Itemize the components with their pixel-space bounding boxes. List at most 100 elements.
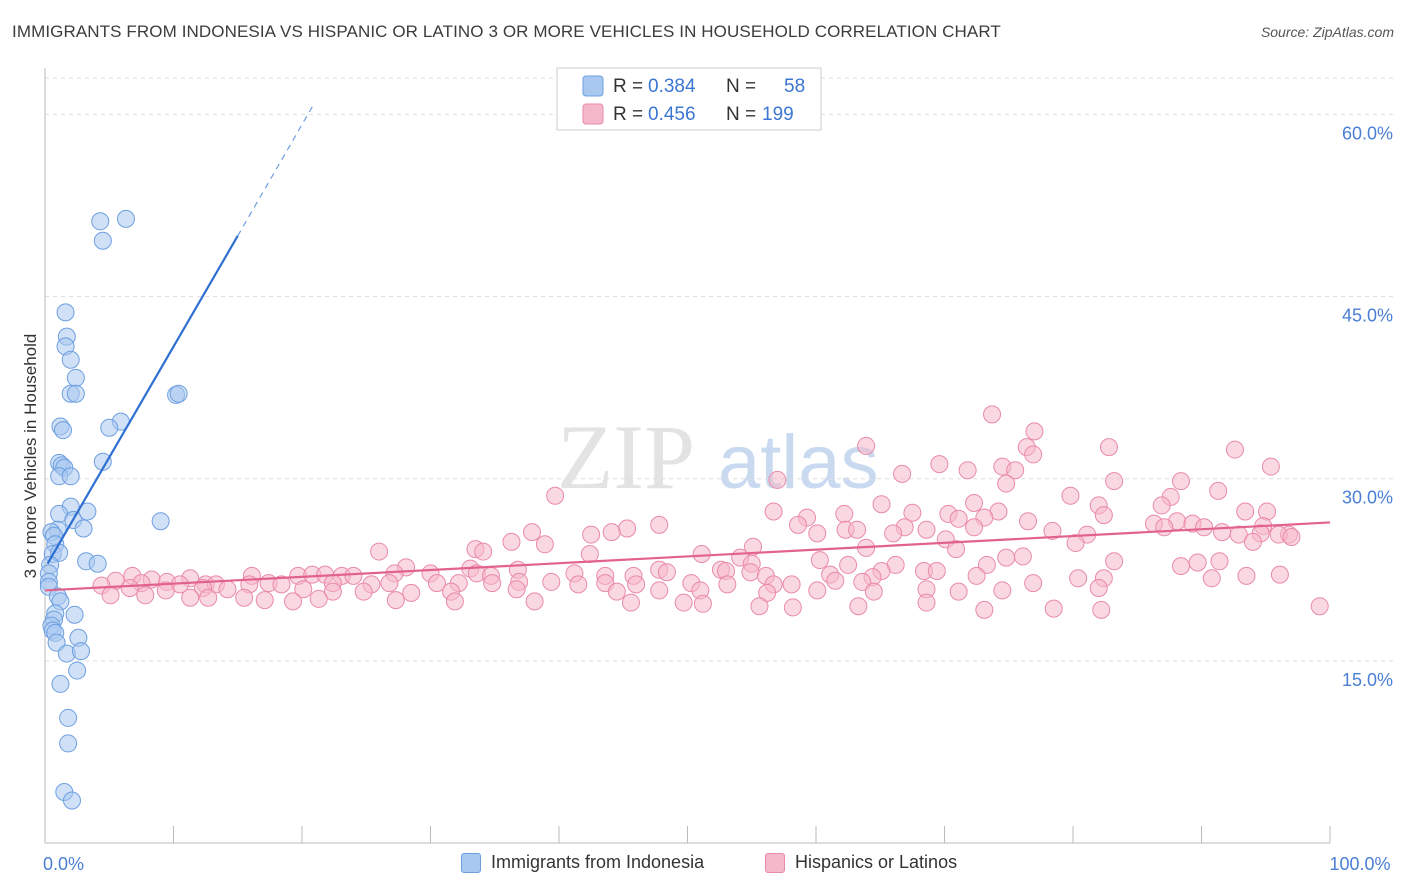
pink-point-18 xyxy=(1061,486,1080,505)
pink-point-175 xyxy=(181,588,200,607)
chart-title: IMMIGRANTS FROM INDONESIA VS HISPANIC OR… xyxy=(12,22,1001,41)
pink-point-169 xyxy=(949,582,968,601)
pink-point-110 xyxy=(1069,569,1088,588)
pink-point-61 xyxy=(1229,525,1248,544)
stats-legend: R = 0.384 N = 58 R = 0.456 N = 199 xyxy=(556,67,822,131)
legend-item-hispanics[interactable]: Hispanics or Latinos xyxy=(765,852,957,873)
stats-r-value-blue: 0.384 xyxy=(648,76,696,97)
legend-label-indonesia: Immigrants from Indonesia xyxy=(491,852,705,872)
pink-point-146 xyxy=(718,575,737,594)
pink-point-181 xyxy=(386,591,405,610)
pink-point-43 xyxy=(1155,518,1174,537)
blue-point-13 xyxy=(100,418,119,437)
legend-swatch-indonesia xyxy=(461,852,481,873)
pink-point-21 xyxy=(872,495,891,514)
pink-point-112 xyxy=(1202,569,1221,588)
pink-point-144 xyxy=(627,575,646,594)
pink-point-104 xyxy=(657,563,676,582)
pink-point-182 xyxy=(445,592,464,611)
pink-point-187 xyxy=(750,597,769,616)
pink-point-27 xyxy=(764,502,783,521)
series-hispanics-points xyxy=(92,405,1329,619)
pink-point-64 xyxy=(1066,534,1085,553)
pink-point-184 xyxy=(621,593,640,612)
legend-item-indonesia[interactable]: Immigrants from Indonesia xyxy=(461,852,704,873)
pink-point-51 xyxy=(1043,521,1062,540)
pink-point-49 xyxy=(848,520,867,539)
pink-point-157 xyxy=(323,582,342,601)
pink-point-75 xyxy=(580,545,599,563)
pink-point-44 xyxy=(1195,518,1214,537)
pink-point-2 xyxy=(1099,438,1118,457)
pink-point-9 xyxy=(1261,457,1280,476)
pink-point-192 xyxy=(1044,599,1063,618)
pink-point-82 xyxy=(1188,553,1207,572)
pink-point-158 xyxy=(354,582,373,601)
blue-point-54 xyxy=(59,708,78,727)
pink-point-46 xyxy=(650,515,669,534)
pink-point-114 xyxy=(1270,565,1289,584)
pink-point-185 xyxy=(674,593,693,612)
pink-point-156 xyxy=(294,580,313,599)
pink-point-58 xyxy=(884,524,903,543)
pink-point-139 xyxy=(483,574,502,593)
pink-point-159 xyxy=(402,583,421,602)
pink-point-78 xyxy=(810,551,829,570)
pink-point-178 xyxy=(255,591,274,610)
blue-point-21 xyxy=(61,467,80,486)
y-tick-label-1: 30.0% xyxy=(1342,488,1393,508)
pink-point-136 xyxy=(380,574,399,593)
series-indonesia-points xyxy=(39,209,188,810)
pink-point-190 xyxy=(917,593,936,612)
pink-point-12 xyxy=(893,464,912,483)
pink-point-3 xyxy=(857,436,876,455)
pink-point-1 xyxy=(1025,422,1044,441)
pink-point-180 xyxy=(309,589,328,608)
blue-point-53 xyxy=(51,674,70,693)
pink-point-176 xyxy=(199,588,218,607)
pink-point-171 xyxy=(1024,574,1043,593)
pink-point-5 xyxy=(1024,445,1043,464)
pink-point-20 xyxy=(546,486,565,505)
stats-n-label-pink: N = xyxy=(726,104,756,125)
y-axis-label: 3 or more Vehicles in Household xyxy=(21,334,40,579)
pink-point-191 xyxy=(975,600,994,619)
blue-point-15 xyxy=(53,421,72,440)
pink-point-29 xyxy=(903,503,922,522)
pink-point-148 xyxy=(782,575,801,594)
pink-point-23 xyxy=(1152,496,1171,515)
pink-point-81 xyxy=(1105,552,1124,571)
pink-point-163 xyxy=(650,581,669,600)
source-label: Source: ZipAtlas.com xyxy=(1260,24,1394,40)
pink-point-83 xyxy=(1210,552,1229,571)
pink-point-109 xyxy=(967,566,986,585)
pink-point-193 xyxy=(1092,600,1111,619)
blue-point-3 xyxy=(56,303,75,322)
pink-point-50 xyxy=(917,520,936,539)
pink-point-76 xyxy=(692,545,711,563)
pink-point-172 xyxy=(1089,579,1108,597)
pink-point-94 xyxy=(927,562,946,580)
stats-n-value-pink: 199 xyxy=(762,104,794,125)
pink-point-15 xyxy=(1171,472,1190,491)
pink-point-88 xyxy=(1171,557,1190,576)
pink-point-60 xyxy=(582,525,601,544)
pink-point-167 xyxy=(864,582,883,601)
pink-point-186 xyxy=(693,594,712,613)
pink-point-71 xyxy=(947,540,966,559)
stats-r-label-blue: R = xyxy=(613,76,643,97)
watermark-atlas: atlas xyxy=(718,420,879,505)
pink-point-150 xyxy=(853,572,872,591)
blue-point-28 xyxy=(74,519,93,538)
blue-point-7 xyxy=(66,368,85,387)
blue-point-44 xyxy=(65,605,84,624)
pink-point-142 xyxy=(569,575,588,594)
stats-n-label-blue: N = xyxy=(726,76,756,97)
pink-point-68 xyxy=(535,535,554,554)
pink-point-177 xyxy=(235,588,254,607)
blue-point-35 xyxy=(88,554,107,573)
pink-point-162 xyxy=(607,582,626,601)
x-tick-label-1: 100.0% xyxy=(1329,854,1390,874)
pink-point-52 xyxy=(1213,523,1232,542)
pink-point-161 xyxy=(507,580,526,599)
